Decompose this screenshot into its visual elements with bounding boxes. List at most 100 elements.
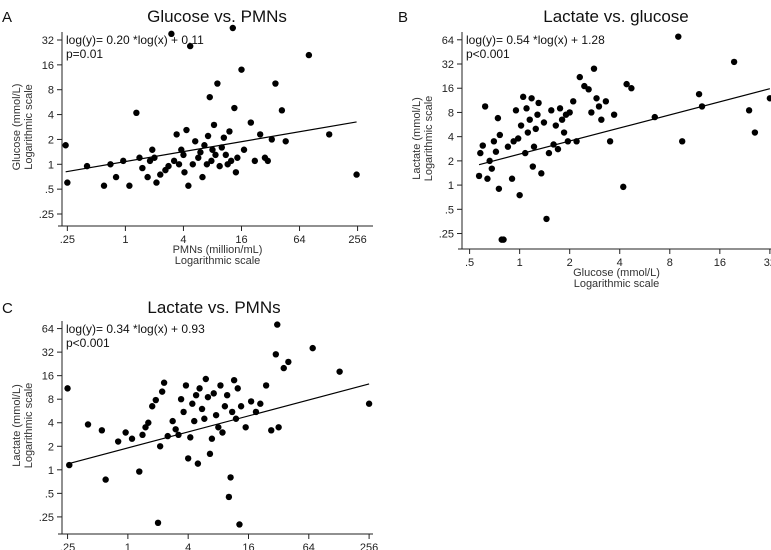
data-point	[208, 435, 216, 442]
data-point	[516, 191, 523, 199]
data-point	[280, 364, 287, 372]
data-point	[182, 382, 190, 389]
data-point	[251, 157, 259, 165]
data-point	[192, 138, 199, 145]
x-axis-label: Glucose (mmol/L)	[573, 267, 660, 279]
data-point	[66, 461, 73, 469]
x-tick-label: 64	[293, 234, 305, 246]
data-point	[262, 382, 270, 389]
x-tick-label: 4	[180, 234, 186, 246]
panel-b-lactate-vs-glucose: B Lactate vs. glucose .5 1 2 4 8 16 32 .25 .5 1 2 4…	[398, 7, 771, 290]
data-point	[552, 122, 560, 129]
x-tick-label: 1	[125, 542, 131, 550]
data-point	[206, 450, 214, 458]
data-point	[169, 417, 176, 425]
y-tick-label: 2	[448, 156, 454, 168]
data-point	[272, 80, 279, 87]
data-point	[228, 408, 236, 416]
data-point	[500, 236, 507, 243]
data-point	[481, 103, 489, 110]
y-tick-label: 1	[448, 180, 454, 192]
data-point	[534, 111, 541, 118]
y-axis-label: Lactate (mmol/L)	[11, 384, 23, 467]
data-point	[114, 438, 122, 445]
x-axis-sublabel: Logarithmic scale	[175, 255, 261, 267]
data-point	[730, 58, 738, 66]
data-point	[519, 93, 527, 101]
data-point	[566, 109, 573, 116]
data-point	[151, 154, 158, 161]
data-point	[83, 162, 91, 170]
data-point	[285, 358, 292, 366]
data-point	[210, 390, 217, 397]
data-point	[173, 131, 180, 138]
data-point	[112, 173, 120, 181]
data-point	[186, 42, 194, 50]
data-point	[219, 429, 226, 436]
data-point	[230, 376, 238, 384]
data-point	[198, 405, 206, 413]
data-point	[486, 157, 493, 165]
data-point	[535, 99, 542, 107]
data-point	[598, 116, 605, 123]
data-point	[278, 107, 286, 114]
data-point	[558, 116, 566, 123]
y-axis-label: Lactate (mmol/L)	[411, 97, 423, 180]
x-tick-label: 1	[122, 234, 128, 246]
data-point	[175, 431, 182, 439]
data-point	[160, 379, 168, 386]
chart-title: Glucose vs. PMNs	[147, 7, 287, 26]
data-point	[336, 368, 343, 375]
x-tick-label: 2	[567, 257, 573, 269]
data-point	[172, 426, 179, 433]
data-point	[144, 173, 151, 181]
data-point	[610, 111, 618, 118]
data-point	[588, 109, 595, 116]
data-point	[204, 393, 212, 401]
data-point	[488, 165, 496, 172]
data-point	[651, 113, 658, 121]
data-point	[538, 170, 545, 177]
data-point	[247, 119, 255, 126]
data-point	[504, 143, 512, 150]
x-tick-label: .25	[60, 234, 75, 246]
data-point	[107, 161, 114, 168]
data-point	[136, 468, 143, 475]
data-point	[204, 132, 212, 140]
data-point	[508, 175, 516, 182]
y-tick-label: 1	[48, 465, 54, 477]
panel-letter: B	[398, 9, 408, 26]
y-tick-label: 2	[48, 441, 54, 453]
data-point	[183, 126, 190, 134]
data-point	[139, 164, 146, 172]
x-tick-label: 4	[617, 257, 623, 269]
data-point	[272, 351, 280, 358]
regression-equation: log(y)= 0.54 *log(x) + 1.28	[466, 33, 605, 47]
y-tick-label: 32	[42, 35, 54, 47]
data-point	[496, 131, 504, 139]
data-point	[223, 391, 231, 399]
data-point	[154, 519, 162, 527]
y-tick-label: 64	[42, 324, 54, 336]
data-point	[209, 146, 216, 153]
data-point	[247, 398, 255, 405]
data-point	[490, 138, 498, 145]
data-point	[201, 142, 208, 149]
data-point	[554, 145, 562, 153]
data-point	[517, 122, 525, 129]
regression-equation: log(y)= 0.20 *log(x) + 0.11	[66, 33, 204, 47]
data-point	[556, 105, 564, 112]
data-point	[133, 109, 140, 117]
data-point	[510, 138, 517, 145]
data-point	[168, 30, 175, 38]
data-point	[120, 157, 127, 165]
data-point	[528, 95, 535, 102]
x-tick-label: .5	[465, 257, 474, 269]
data-point	[165, 162, 172, 170]
data-point	[524, 129, 532, 136]
data-point	[532, 125, 539, 133]
panel-letter: C	[2, 300, 13, 317]
data-point	[195, 154, 202, 161]
panel-letter: A	[2, 9, 12, 26]
y-tick-label: 8	[48, 394, 54, 406]
